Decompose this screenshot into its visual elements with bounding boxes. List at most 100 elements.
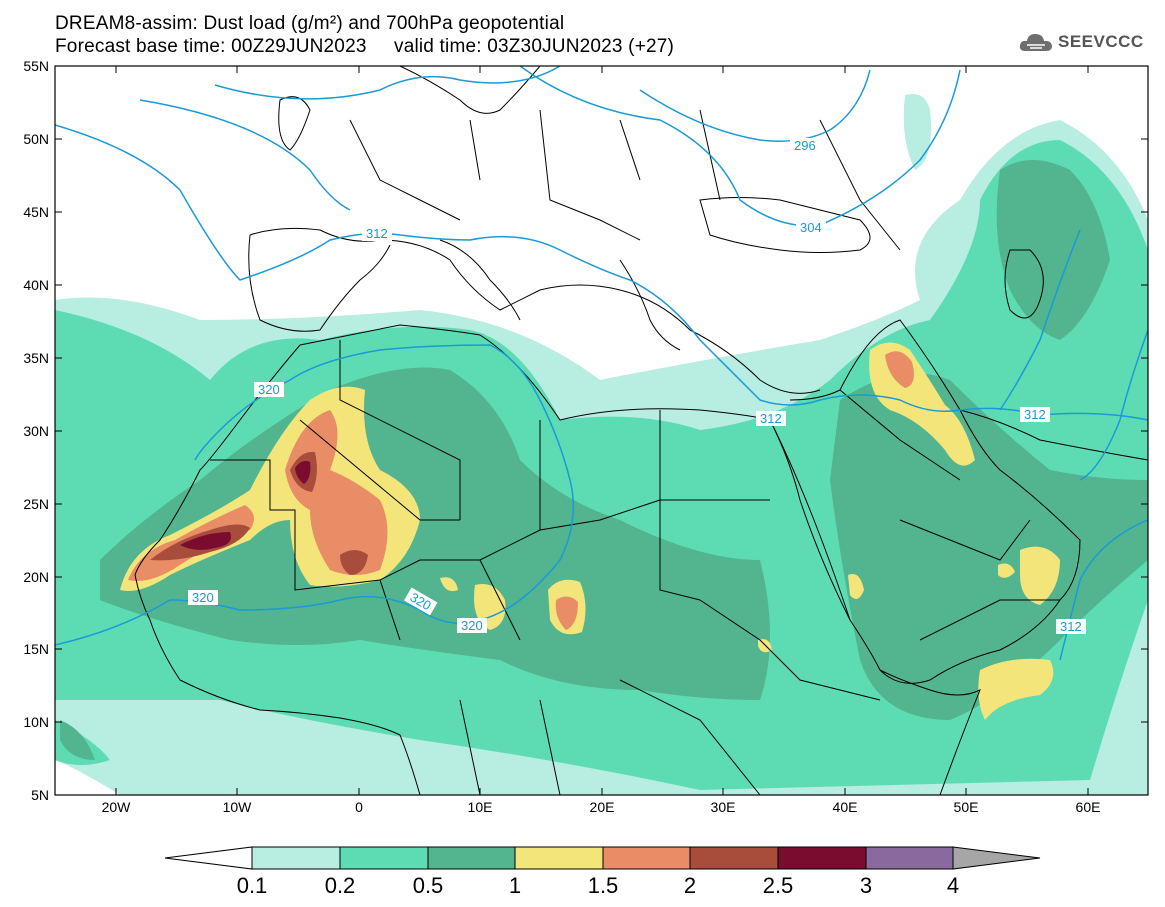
colorbar-swatch xyxy=(251,846,341,870)
dust-level-2.5 xyxy=(180,532,231,550)
lon-label: 20W xyxy=(102,799,132,815)
coastline-iran xyxy=(959,409,1148,461)
coastline-arabia xyxy=(789,319,1081,684)
dust-level-0.5 xyxy=(60,720,95,760)
logo-text: SEEVCCC xyxy=(1058,32,1144,51)
colorbar-swatch xyxy=(865,846,954,870)
contour-label: 312 xyxy=(760,411,782,426)
dust-level-0.1 xyxy=(903,94,931,170)
contour-312-north xyxy=(55,124,1148,421)
contour-label: 312 xyxy=(1060,619,1082,634)
dust-level-1.5 xyxy=(285,410,388,575)
border-arabia xyxy=(839,389,1060,641)
dust-level-1 xyxy=(998,563,1015,578)
colorbar: 0.1 0.2 0.5 1 1.5 2 2.5 3 4 xyxy=(164,846,1041,898)
contour-label: 320 xyxy=(258,382,280,397)
lat-label: 35N xyxy=(23,350,49,366)
dust-level-0.5 xyxy=(996,160,1110,340)
dust-level-2 xyxy=(340,550,368,575)
border-east-africa xyxy=(459,599,881,795)
contour-label: 296 xyxy=(794,138,816,153)
lon-label: 40E xyxy=(833,799,858,815)
lat-label: 20N xyxy=(23,569,49,585)
contour-label: 312 xyxy=(366,226,388,241)
dust-level-1 xyxy=(440,577,458,592)
longitude-axis: 20W 10W 0 10E 20E 30E 40E 50E 60E xyxy=(102,66,1101,815)
colorbar-swatch xyxy=(427,846,516,870)
lon-label: 30E xyxy=(711,799,736,815)
colorbar-swatch xyxy=(602,846,691,870)
forecast-time-subtitle: Forecast base time: 00Z29JUN2023 valid t… xyxy=(55,36,675,57)
coastline-greece xyxy=(619,259,681,351)
lon-label: 0 xyxy=(355,799,363,815)
cloud-icon xyxy=(1019,34,1052,51)
colorbar-label: 2.5 xyxy=(763,873,794,898)
contour-320 xyxy=(55,344,575,646)
lat-label: 45N xyxy=(23,204,49,220)
lat-label: 55N xyxy=(23,58,49,74)
dust-level-1 xyxy=(978,658,1054,720)
contour-304 xyxy=(139,66,961,227)
lon-label: 10W xyxy=(223,799,253,815)
dust-level-0.5 xyxy=(100,367,770,700)
lat-label: 30N xyxy=(23,423,49,439)
dust-level-0.5 xyxy=(830,373,1148,720)
dust-level-1 xyxy=(1020,546,1060,605)
colorbar-swatch xyxy=(514,846,604,870)
dust-level-1.5 xyxy=(885,351,914,388)
contour-312-east xyxy=(999,229,1148,661)
dust-level-1.5 xyxy=(555,596,578,630)
lon-label: 50E xyxy=(954,799,979,815)
dust-fields xyxy=(55,94,1148,795)
lon-label: 20E xyxy=(590,799,615,815)
geopotential-contours xyxy=(55,66,1148,661)
colorbar-label: 2 xyxy=(684,873,696,898)
dust-level-0.2 xyxy=(60,330,165,397)
colorbar-label: 1.5 xyxy=(588,873,619,898)
colorbar-low-arrow xyxy=(164,846,253,870)
coastline-italy xyxy=(439,239,521,321)
colorbar-label: 0.5 xyxy=(413,873,444,898)
coastline-uk xyxy=(278,96,311,151)
colorbar-label: 0.2 xyxy=(325,873,356,898)
colorbar-label: 3 xyxy=(860,873,872,898)
lat-label: 10N xyxy=(23,714,49,730)
colorbar-swatch xyxy=(339,846,429,870)
coastline-europe xyxy=(249,227,821,394)
contour-label: 312 xyxy=(1024,407,1046,422)
contour-label: 320 xyxy=(192,590,214,605)
colorbar-high-arrow xyxy=(952,846,1041,870)
coastline-red-sea xyxy=(769,419,851,621)
border-north-africa xyxy=(339,340,770,530)
lat-label: 25N xyxy=(23,496,49,512)
border-europe xyxy=(349,109,901,251)
colorbar-swatch xyxy=(689,846,779,870)
latitude-axis: 55N 50N 45N 40N 35N 30N 25N 20N 15N 10N … xyxy=(23,58,1148,803)
colorbar-label: 4 xyxy=(947,873,959,898)
contour-label: 320 xyxy=(461,618,483,633)
lat-label: 5N xyxy=(31,787,49,803)
colorbar-swatch xyxy=(777,846,867,870)
coastline-iberia xyxy=(248,234,391,332)
contour-labels: 296 304 312 312 312 312 320 320 320 320 xyxy=(188,138,1086,634)
coastline-caspian xyxy=(1004,249,1044,319)
dust-level-2.5 xyxy=(295,460,311,484)
lon-label: 10E xyxy=(468,799,493,815)
coastlines xyxy=(134,66,1148,795)
lon-label: 60E xyxy=(1076,799,1101,815)
lat-label: 40N xyxy=(23,277,49,293)
contour-label: 304 xyxy=(800,220,822,235)
seevccc-logo: SEEVCCC xyxy=(1018,28,1144,56)
colorbar-label: 1 xyxy=(509,873,521,898)
dust-level-1 xyxy=(848,574,864,599)
lat-label: 50N xyxy=(23,131,49,147)
border-mali-niger xyxy=(299,419,521,641)
coastline-west-africa xyxy=(134,344,421,795)
map-title: DREAM8-assim: Dust load (g/m²) and 700hP… xyxy=(55,13,565,34)
coastline-scandinavia xyxy=(399,66,541,114)
coastline-black-sea xyxy=(699,197,871,253)
lat-label: 15N xyxy=(23,641,49,657)
colorbar-label: 0.1 xyxy=(237,873,268,898)
contour-296 xyxy=(214,66,871,142)
